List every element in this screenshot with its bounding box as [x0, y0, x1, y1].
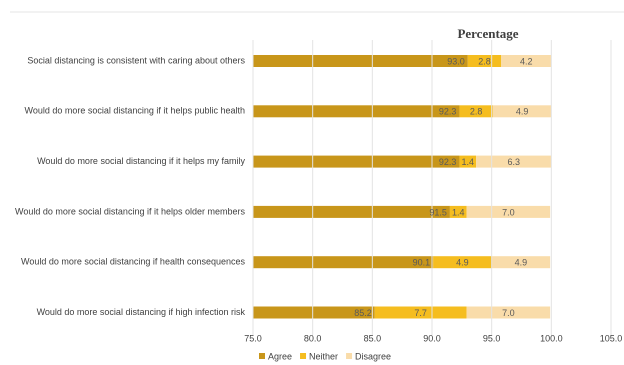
category-label: Would do more social distancing if it he…	[37, 156, 245, 166]
bar-segment	[466, 306, 551, 319]
value-label: 7.0	[502, 308, 515, 318]
value-label: 90.1	[413, 258, 431, 268]
legend-swatch	[300, 353, 307, 359]
value-label: 4.9	[515, 258, 528, 268]
legend-label: Disagree	[355, 351, 391, 361]
x-tick-label: 75.0	[244, 333, 262, 343]
value-label: 4.2	[520, 56, 533, 66]
category-label: Would do more social distancing if high …	[37, 307, 246, 317]
category-label: Would do more social distancing if healt…	[21, 257, 245, 267]
bar-segment	[253, 306, 375, 319]
x-tick-label: 80.0	[304, 333, 322, 343]
value-label: 7.7	[414, 308, 427, 318]
legend-label: Agree	[268, 351, 292, 361]
legend-label: Neither	[309, 351, 338, 361]
value-label: 6.3	[507, 157, 520, 167]
value-label: 93.0	[447, 56, 465, 66]
bar-segment	[459, 105, 493, 118]
x-tick-label: 90.0	[423, 333, 441, 343]
x-tick-label: 85.0	[364, 333, 382, 343]
bar-segment	[459, 155, 477, 168]
bar-segment	[467, 55, 502, 67]
value-label: 2.8	[478, 56, 491, 66]
x-tick-label: 100.0	[540, 333, 563, 343]
value-label: 1.4	[462, 157, 475, 167]
bar-segment	[491, 256, 551, 269]
value-label: 85.2	[354, 308, 372, 318]
value-label: 92.3	[439, 107, 457, 117]
bar-segment	[433, 256, 492, 269]
bar-segment	[374, 306, 467, 319]
value-label: 4.9	[516, 107, 529, 117]
bar-segment	[253, 256, 434, 269]
bar-segment	[253, 205, 450, 218]
bar-segment	[449, 205, 467, 218]
bar-segment	[253, 155, 460, 168]
legend-swatch	[259, 353, 265, 359]
bar-segment	[466, 205, 551, 218]
value-label: 7.0	[502, 207, 515, 217]
x-tick-label: 95.0	[483, 333, 501, 343]
legend-swatch	[346, 353, 353, 359]
chart-title: Percentage	[457, 26, 518, 41]
bar-segment	[492, 105, 552, 118]
plot-area	[253, 55, 552, 319]
category-label: Would do more social distancing if it he…	[15, 206, 245, 216]
bar-segment	[476, 155, 552, 168]
bar-segment	[253, 105, 460, 118]
category-label: Social distancing is consistent with car…	[27, 55, 245, 65]
value-label: 92.3	[439, 157, 457, 167]
value-label: 91.5	[429, 207, 447, 217]
value-label: 4.9	[456, 258, 469, 268]
bar-segment	[253, 55, 468, 67]
value-label: 2.8	[470, 107, 483, 117]
bar-segment	[501, 55, 552, 67]
category-label: Would do more social distancing if it he…	[25, 106, 245, 116]
x-tick-label: 105.0	[600, 333, 623, 343]
value-label: 1.4	[452, 207, 465, 217]
